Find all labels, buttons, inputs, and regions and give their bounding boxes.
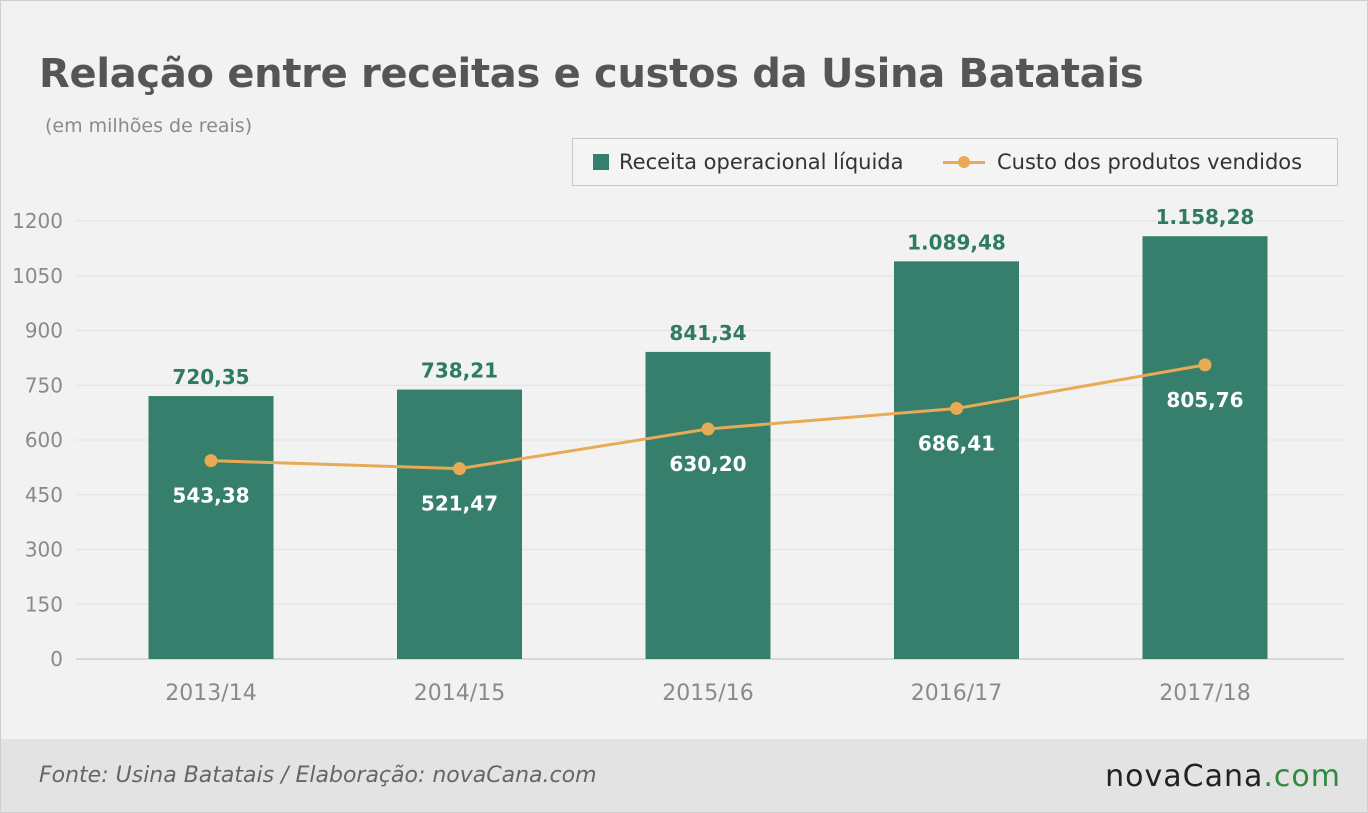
y-tick-label: 150 — [25, 592, 63, 616]
bar-value-label: 841,34 — [669, 321, 746, 345]
bar — [645, 351, 771, 659]
legend-item-cost: Custo dos produtos vendidos — [943, 139, 1302, 185]
line-point — [204, 454, 218, 468]
chart-title: Relação entre receitas e custos da Usina… — [39, 51, 1144, 97]
data-labels: 720,35 738,21 841,34 1.089,48 1.158,28 543,38… — [172, 205, 1254, 515]
source-text: Fonte: Usina Batatais / Elaboração: nova… — [39, 763, 597, 788]
line-value-label: 805,76 — [1166, 388, 1243, 412]
line-value-label: 686,41 — [918, 431, 995, 455]
bar — [148, 396, 274, 659]
y-tick-label: 300 — [25, 538, 63, 562]
logo-suffix: .com — [1263, 759, 1341, 794]
y-tick-label: 1200 — [12, 209, 63, 233]
y-axis-ticks: 0 150 300 450 600 750 900 1050 1200 — [12, 209, 63, 671]
x-tick-label: 2016/17 — [911, 681, 1002, 706]
chart-plot: 0 150 300 450 600 750 900 1050 1200 720,35 738,21… — [12, 205, 1344, 706]
x-tick-label: 2017/18 — [1159, 681, 1250, 706]
logo-main: novaCana — [1105, 759, 1264, 794]
bar-value-label: 1.089,48 — [907, 230, 1006, 254]
bar-value-label: 738,21 — [421, 359, 498, 383]
y-tick-label: 900 — [25, 319, 63, 343]
line-value-label: 521,47 — [421, 492, 498, 516]
bar — [397, 389, 522, 659]
x-axis-ticks: 2013/14 2014/15 2015/16 2016/17 2017/18 — [165, 681, 1250, 706]
x-tick-label: 2013/14 — [165, 681, 256, 706]
bar-value-label: 1.158,28 — [1156, 205, 1255, 229]
line-point — [453, 462, 466, 476]
bar — [1142, 236, 1268, 660]
y-tick-label: 750 — [25, 373, 63, 397]
line-point — [950, 401, 963, 415]
line-point — [1198, 358, 1212, 372]
novacana-logo: novaCana.com — [1105, 759, 1341, 794]
line-series — [204, 358, 1212, 476]
x-tick-label: 2015/16 — [662, 681, 753, 706]
line-value-label: 543,38 — [172, 484, 249, 508]
bar-series — [148, 236, 1268, 660]
chart-legend: Receita operacional líquida Custo dos pr… — [572, 138, 1338, 186]
line-point — [701, 422, 715, 436]
legend-label-cost: Custo dos produtos vendidos — [997, 150, 1303, 174]
legend-line-swatch — [943, 154, 985, 170]
footer: Fonte: Usina Batatais / Elaboração: nova… — [1, 739, 1367, 812]
x-tick-label: 2014/15 — [414, 681, 505, 706]
chart-subtitle: (em milhões de reais) — [45, 115, 253, 137]
legend-label-revenue: Receita operacional líquida — [619, 150, 904, 174]
y-tick-label: 1050 — [12, 264, 63, 288]
y-tick-label: 0 — [50, 647, 63, 671]
y-tick-label: 450 — [25, 483, 63, 507]
y-tick-label: 600 — [25, 428, 63, 452]
bar — [894, 261, 1019, 659]
legend-bar-swatch — [593, 154, 609, 170]
line-value-label: 630,20 — [669, 452, 746, 476]
legend-item-revenue: Receita operacional líquida — [593, 139, 904, 185]
bar-value-label: 720,35 — [172, 365, 249, 389]
